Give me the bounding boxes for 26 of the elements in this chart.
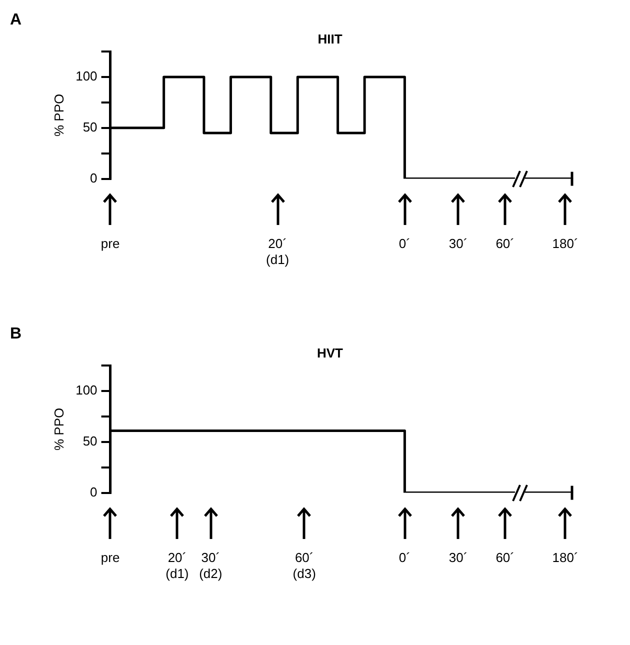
x-tick-label: 20´ (d1): [266, 236, 290, 267]
x-tick-label: 30´: [448, 550, 468, 566]
y-tick-label: 100: [76, 68, 98, 84]
x-tick-label: 0´: [398, 550, 410, 566]
y-tick-label: 50: [82, 120, 98, 134]
x-tick-label: 180´: [552, 236, 578, 252]
x-tick-label: pre: [100, 236, 120, 252]
y-tick-label: 0: [90, 170, 98, 186]
y-axis-title: % PPO: [51, 408, 66, 451]
x-tick-label: 180´: [552, 550, 578, 566]
chart-title: HIIT: [318, 31, 342, 46]
x-tick-label: 0´: [398, 236, 410, 252]
y-tick-label: 100: [76, 382, 98, 398]
x-tick-label: 60´: [496, 236, 514, 252]
x-tick-label: 30´ (d2): [199, 550, 222, 581]
text: A: [10, 11, 22, 28]
x-tick-label: 60´ (d3): [292, 550, 316, 581]
x-tick-label: 30´: [448, 236, 468, 252]
x-tick-label: 60´: [496, 550, 514, 566]
y-tick-label: 50: [82, 434, 98, 448]
chart-title: HVT: [317, 345, 344, 360]
x-tick-label: 20´ (d1): [166, 550, 189, 581]
text: B: [10, 325, 22, 342]
y-tick-label: 0: [90, 484, 98, 500]
y-axis-title: % PPO: [51, 94, 66, 137]
x-tick-label: pre: [100, 550, 120, 566]
